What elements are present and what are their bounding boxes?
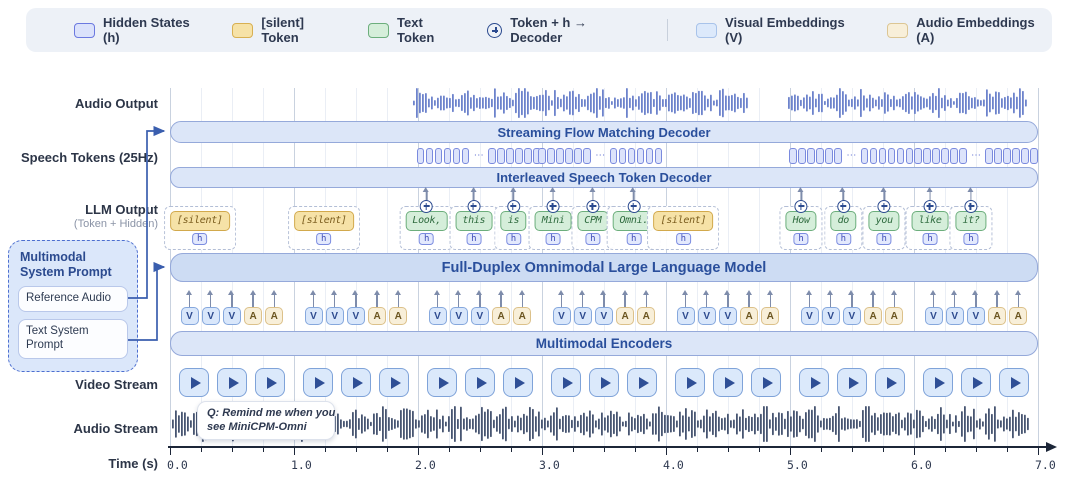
diagram-canvas: Hidden States (h)[silent] TokenText Toke… xyxy=(0,0,1080,495)
connector-arrows xyxy=(0,0,1080,495)
user-question-bubble: Q: Remind me when you see MiniCPM-Omni xyxy=(197,401,335,440)
text-prompt-to-llm-arrow xyxy=(128,267,164,340)
bubble-line-1: Q: Remind me when you xyxy=(207,406,325,420)
bubble-line-2: see MiniCPM-Omni xyxy=(207,420,325,434)
reference-audio-to-flow-decoder-arrow xyxy=(128,131,164,298)
